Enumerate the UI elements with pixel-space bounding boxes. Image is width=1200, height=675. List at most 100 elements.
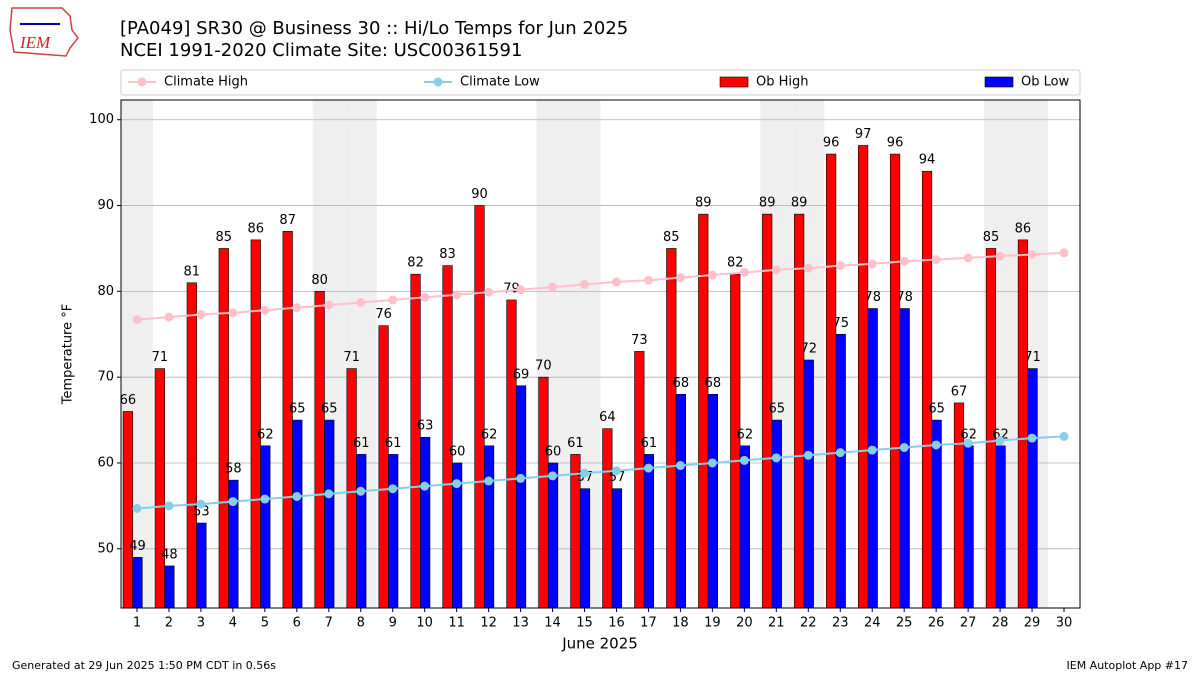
line-point: [707, 270, 717, 280]
bar: [324, 419, 335, 609]
line-point: [388, 295, 398, 305]
line-point: [1027, 249, 1037, 259]
x-tick-label: 14: [544, 616, 561, 631]
x-tick-label: 17: [640, 616, 657, 631]
bar: [889, 153, 901, 609]
bar-label: 68: [705, 376, 722, 391]
line-point: [260, 494, 270, 504]
line-point: [292, 491, 302, 501]
bar-label: 85: [215, 230, 232, 245]
line-point: [292, 303, 302, 313]
bar-label: 62: [737, 427, 754, 442]
line-point: [899, 256, 909, 266]
bar: [995, 445, 1006, 609]
bar-label: 66: [120, 393, 137, 408]
bar-label: 94: [919, 153, 936, 168]
line-point: [260, 305, 270, 315]
bar: [346, 368, 357, 609]
bar-label: 71: [1024, 350, 1041, 365]
bar: [899, 308, 910, 609]
legend-swatch: [719, 76, 749, 88]
bar-label: 89: [695, 196, 712, 211]
bar-label: 73: [631, 333, 648, 348]
footer-right: IEM Autoplot App #17: [1067, 659, 1189, 672]
bar-label: 57: [609, 470, 626, 485]
x-tick-label: 2: [165, 616, 173, 631]
bar: [579, 488, 591, 609]
bar: [196, 522, 207, 609]
bar: [154, 368, 165, 609]
bar: [707, 394, 718, 609]
bar-label: 65: [769, 402, 786, 417]
logo: IEM: [9, 7, 79, 57]
bar: [826, 153, 837, 609]
x-tick-label: 26: [928, 616, 945, 631]
line-point: [420, 481, 430, 491]
x-tick-label: 27: [960, 616, 977, 631]
footer-left: Generated at 29 Jun 2025 1:50 PM CDT in …: [12, 659, 276, 672]
line-point: [611, 277, 621, 287]
x-tick-label: 10: [416, 616, 433, 631]
bar-label: 61: [353, 436, 370, 451]
bar-label: 86: [1015, 221, 1032, 236]
x-tick-label: 4: [229, 616, 237, 631]
bar-label: 71: [343, 350, 360, 365]
x-tick-label: 24: [864, 616, 881, 631]
line-point: [931, 440, 941, 450]
legend-label: Ob High: [756, 75, 809, 90]
line-point: [899, 443, 909, 453]
line-point: [484, 476, 494, 486]
x-tick-label: 22: [800, 616, 817, 631]
legend-label: Climate Low: [460, 75, 540, 90]
bar-label: 78: [864, 290, 881, 305]
bar: [803, 359, 814, 609]
bar-label: 90: [471, 187, 488, 202]
bar: [250, 239, 261, 609]
x-tick-label: 19: [704, 616, 721, 631]
y-tick-label: 70: [97, 370, 114, 385]
bar: [378, 325, 389, 609]
bar-label: 69: [513, 367, 530, 382]
bar: [515, 385, 527, 609]
bar: [506, 299, 517, 609]
line-point: [132, 503, 142, 513]
bar-label: 82: [727, 256, 744, 271]
bar-label: 75: [832, 316, 849, 331]
bar: [739, 445, 750, 609]
line-point: [707, 458, 717, 468]
bar: [602, 428, 613, 609]
x-axis-label: June 2025: [561, 635, 638, 653]
line-point: [739, 267, 749, 277]
bar-label: 83: [439, 247, 456, 262]
bar-label: 96: [823, 136, 840, 151]
line-point: [835, 448, 845, 458]
line-point: [835, 261, 845, 271]
x-tick-label: 1: [133, 616, 141, 631]
plot-frame: [120, 99, 1081, 609]
bar: [442, 265, 453, 609]
line-point: [196, 310, 206, 320]
bar: [474, 205, 485, 609]
x-tick-label: 8: [357, 616, 365, 631]
x-tick-label: 29: [1024, 616, 1041, 631]
bar: [547, 462, 559, 609]
x-tick-label: 20: [736, 616, 753, 631]
legend-swatch: [984, 76, 1014, 88]
line-point: [643, 463, 653, 473]
y-axis-label: Temperature °F: [61, 304, 76, 405]
bar-label: 61: [641, 436, 658, 451]
bar-label: 76: [375, 307, 392, 322]
x-tick-label: 18: [672, 616, 689, 631]
logo-text: IEM: [19, 33, 51, 52]
bar-label: 86: [247, 221, 264, 236]
line-point: [611, 466, 621, 476]
line-point: [132, 315, 142, 325]
line-point: [1059, 431, 1069, 441]
bar-label: 53: [193, 505, 210, 520]
line-point: [995, 251, 1005, 261]
bar: [1027, 368, 1038, 609]
line-point: [196, 499, 206, 509]
x-tick-label: 15: [576, 616, 593, 631]
bar-label: 81: [184, 264, 201, 279]
x-tick-label: 12: [480, 616, 497, 631]
